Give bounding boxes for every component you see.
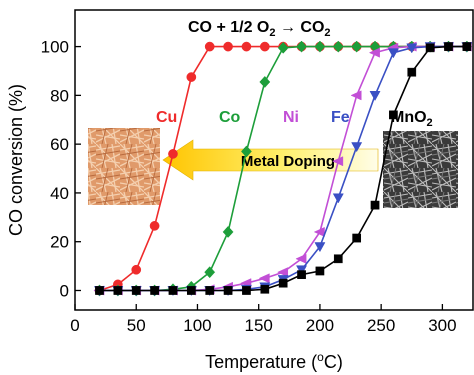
data-point-ni-15 [368, 47, 380, 58]
data-point-mno2-17 [407, 67, 417, 77]
data-point-mno2-16 [389, 110, 398, 120]
data-point-cu-6 [204, 41, 215, 52]
y-tick-label-20: 20 [50, 233, 69, 252]
y-axis-title: CO conversion (%) [6, 84, 26, 236]
data-point-co-6 [204, 266, 216, 279]
x-tick-label-300: 300 [428, 316, 456, 335]
series-label-mno2: MnO2 [391, 109, 433, 129]
data-point-co-12 [314, 40, 326, 53]
mno2-fiber-image [383, 131, 458, 208]
data-point-fe-11 [296, 265, 308, 276]
data-point-cu-9 [259, 41, 270, 52]
y-tick-label-100: 100 [41, 38, 69, 57]
x-tick-label-250: 250 [367, 316, 395, 335]
data-point-mno2-13 [333, 254, 343, 264]
series-label-ni: Ni [283, 109, 299, 126]
x-tick-label-150: 150 [245, 316, 273, 335]
data-point-co-7 [222, 225, 234, 238]
data-point-co-9 [259, 75, 271, 88]
data-point-mno2-2 [131, 286, 141, 295]
data-point-co-8 [241, 145, 252, 158]
data-point-co-14 [351, 40, 363, 53]
data-point-mno2-8 [242, 286, 251, 295]
y-tick-label-0: 0 [60, 281, 69, 300]
data-point-mno2-12 [315, 266, 325, 276]
data-point-mno2-1 [113, 286, 123, 295]
data-point-cu-2 [131, 264, 142, 275]
x-tick-label-50: 50 [127, 316, 146, 335]
data-point-ni-12 [313, 226, 325, 237]
data-point-ni-14 [350, 90, 362, 101]
series-label-fe: Fe [331, 109, 350, 126]
data-point-cu-3 [149, 221, 160, 231]
data-point-mno2-18 [425, 43, 435, 53]
data-point-mno2-14 [352, 233, 362, 243]
data-point-mno2-3 [150, 286, 159, 295]
data-point-mno2-19 [444, 42, 453, 51]
data-point-fe-13 [332, 193, 344, 204]
data-point-mno2-10 [278, 278, 288, 288]
data-point-cu-8 [241, 41, 252, 52]
y-tick-label-40: 40 [50, 184, 69, 203]
metal-doping-arrow [162, 139, 379, 181]
data-point-mno2-6 [205, 286, 215, 295]
x-tick-label-100: 100 [183, 316, 211, 335]
data-point-ni-10 [276, 267, 289, 278]
data-point-ni-13 [332, 156, 344, 167]
data-point-fe-15 [369, 91, 381, 101]
data-point-ni-11 [295, 253, 307, 264]
data-point-fe-12 [314, 242, 326, 253]
series-label-co: Co [219, 109, 241, 126]
cu-fiber-image [88, 128, 160, 205]
data-point-co-13 [332, 40, 344, 53]
data-point-cu-5 [186, 72, 197, 82]
data-point-mno2-9 [260, 284, 270, 294]
series-layer [93, 40, 473, 297]
data-point-mno2-11 [297, 270, 306, 279]
data-point-mno2-7 [223, 286, 233, 295]
data-point-co-11 [296, 40, 307, 53]
plot-area [74, 9, 474, 311]
x-tick-label-0: 0 [70, 316, 79, 335]
data-point-ni-9 [258, 273, 270, 284]
data-point-cu-4 [168, 149, 178, 159]
series-mno2 [95, 42, 472, 295]
metal-doping-label: Metal Doping [241, 153, 335, 170]
data-point-fe-16 [387, 48, 399, 59]
reaction-title: CO + 1/2 O2 → CO2 [188, 19, 331, 39]
data-point-mno2-4 [168, 286, 178, 295]
series-label-cu: Cu [156, 109, 177, 126]
data-point-fe-17 [406, 43, 418, 54]
data-point-co-10 [277, 41, 289, 54]
data-point-fe-14 [351, 142, 363, 153]
data-point-mno2-0 [95, 286, 104, 295]
x-axis-title: Temperature (oC) [205, 350, 343, 372]
data-point-mno2-5 [186, 286, 196, 295]
x-tick-label-200: 200 [306, 316, 334, 335]
data-point-mno2-15 [370, 200, 380, 210]
data-point-cu-7 [223, 41, 233, 52]
axis-layer: 0 50 100 150 200 250 300 0 20 40 60 80 100 [41, 38, 457, 335]
data-point-mno2-20 [462, 42, 472, 51]
y-tick-label-80: 80 [50, 86, 69, 105]
y-tick-label-60: 60 [50, 135, 69, 154]
